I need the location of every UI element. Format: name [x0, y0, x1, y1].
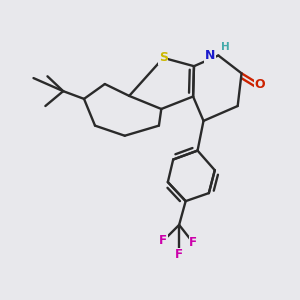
Text: H: H: [221, 42, 230, 52]
Text: S: S: [159, 51, 168, 64]
Text: F: F: [175, 248, 183, 261]
Text: N: N: [205, 49, 215, 62]
Text: F: F: [159, 234, 167, 247]
Text: F: F: [189, 236, 197, 249]
Text: O: O: [255, 78, 265, 91]
